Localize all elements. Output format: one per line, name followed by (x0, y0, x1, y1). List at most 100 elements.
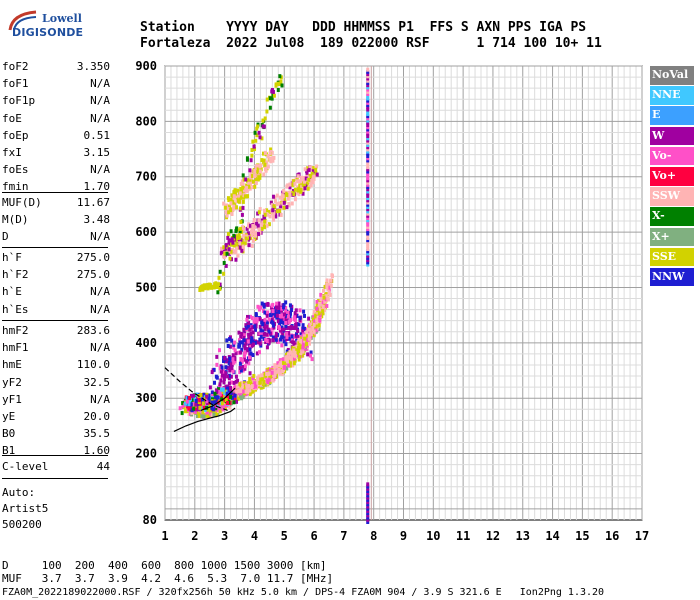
echo-point-o-trace (228, 405, 232, 410)
echo-point-x-trace (258, 380, 262, 385)
echo-point-x-trace (312, 315, 316, 320)
echo-point-spike (366, 209, 370, 214)
param-row-d: D N/A (2, 228, 110, 245)
echo-point-multihop (234, 245, 238, 250)
echo-point-ssw-high (227, 210, 231, 215)
echo-point-spike (366, 216, 370, 221)
echo-point-w (265, 332, 269, 337)
echo-point-w (303, 327, 307, 332)
echo-point-spike (366, 235, 370, 240)
echo-point-multihop (311, 169, 315, 174)
echo-point-w (224, 365, 228, 370)
echo-point-ssw-high (245, 185, 249, 190)
x-tick-label: 4 (251, 529, 258, 543)
legend-item-e: E (650, 106, 694, 125)
echo-point-w (294, 322, 298, 327)
echo-point-spike (366, 136, 370, 141)
echo-point-x-trace (301, 342, 305, 347)
echo-point-low-cluster (199, 403, 203, 408)
echo-point-x-trace (311, 320, 315, 325)
echo-point-spike (366, 171, 370, 176)
echo-point-x-trace (307, 327, 311, 332)
echo-point-ssw-high (239, 181, 243, 186)
echo-point-multihop (224, 263, 228, 268)
echo-point-spike (366, 89, 370, 94)
electron-density-profile-line (173, 407, 236, 432)
echo-point-multihop (269, 200, 273, 205)
echo-point-w (285, 331, 289, 336)
param-value: 0.51 (83, 128, 111, 142)
echo-point-multihop (219, 251, 223, 256)
echo-point-spike (366, 242, 370, 247)
echo-point-ssw-high (271, 158, 275, 163)
echo-point-low-cluster (195, 407, 199, 412)
echo-point-ssw-high (259, 167, 263, 172)
echo-point-multihop (242, 233, 246, 238)
echo-point-w (222, 377, 226, 382)
echo-point-spike (366, 120, 370, 125)
echo-point-x-trace (240, 384, 244, 389)
echo-point-multihop (306, 186, 310, 191)
echo-point-multihop (295, 190, 299, 195)
echo-point-low-cluster (228, 386, 232, 391)
param-label: M(D) (2, 213, 29, 227)
echo-point-multihop (273, 199, 277, 204)
echo-point-w (230, 338, 234, 343)
echo-point-x-trace (303, 334, 307, 339)
echo-point-multihop (238, 245, 242, 250)
param-value: 11.67 (76, 196, 110, 209)
echo-point-sse-patch (241, 173, 245, 178)
legend-item-sse: SSE (650, 247, 694, 267)
echo-point-ssw-high (272, 155, 276, 160)
echo-point-x-trace (254, 384, 258, 389)
echo-point-spike (366, 114, 370, 119)
param-label: fmin (2, 180, 29, 194)
legend-item-w: W (650, 126, 694, 146)
param-row-fmin: fmin 1.70 (2, 178, 110, 195)
param-label: hmF1 (2, 341, 29, 355)
param-separator-4 (2, 455, 108, 456)
echo-point-w (264, 340, 268, 345)
echo-point-multihop (304, 176, 308, 181)
echo-point-multihop (290, 190, 294, 195)
echo-point-multihop (258, 227, 262, 232)
echo-point-multihop (275, 193, 279, 198)
echo-point-ssw-high (256, 167, 260, 172)
echo-point-x-trace (324, 294, 328, 299)
echo-point-w (277, 305, 281, 310)
echo-point-low-cluster (216, 403, 220, 408)
echo-point-sse-patch (257, 130, 261, 135)
echo-point-x-trace (329, 283, 333, 288)
echo-point-x-trace (270, 377, 274, 382)
echo-point-spike (366, 218, 370, 223)
echo-point-spike (366, 74, 370, 79)
echo-point-ssw-high (229, 201, 233, 206)
echo-point-x-trace (299, 351, 303, 356)
param-value: 283.6 (76, 324, 110, 337)
echo-point-w (282, 320, 286, 325)
echo-point-x-trace (296, 345, 300, 350)
echo-point-w (254, 312, 258, 317)
echo-point-multihop (314, 167, 318, 172)
echo-point-w (243, 364, 247, 369)
echo-point-o-trace (231, 390, 235, 395)
echo-point-spike-low (366, 504, 370, 509)
echo-point-w (286, 314, 290, 319)
echo-point-multihop (266, 212, 270, 217)
echo-point-low-cluster (185, 399, 189, 404)
echo-point-multihop (285, 205, 289, 210)
echo-point-ssw-high (232, 204, 236, 209)
echo-point-w (228, 366, 232, 371)
echo-point-multihop (297, 192, 301, 197)
echo-point-w (247, 355, 251, 360)
echo-point-low-cluster (208, 402, 212, 407)
echo-point-x-trace (278, 363, 282, 368)
echo-point-sse-patch (250, 153, 254, 158)
echo-point-w (298, 316, 302, 321)
echo-point-multihop (227, 238, 231, 243)
echo-point-w (238, 366, 242, 371)
echo-point-w (282, 312, 286, 317)
echo-point-w (263, 310, 267, 315)
echo-point-w (250, 316, 254, 321)
echo-point-w (271, 309, 275, 314)
